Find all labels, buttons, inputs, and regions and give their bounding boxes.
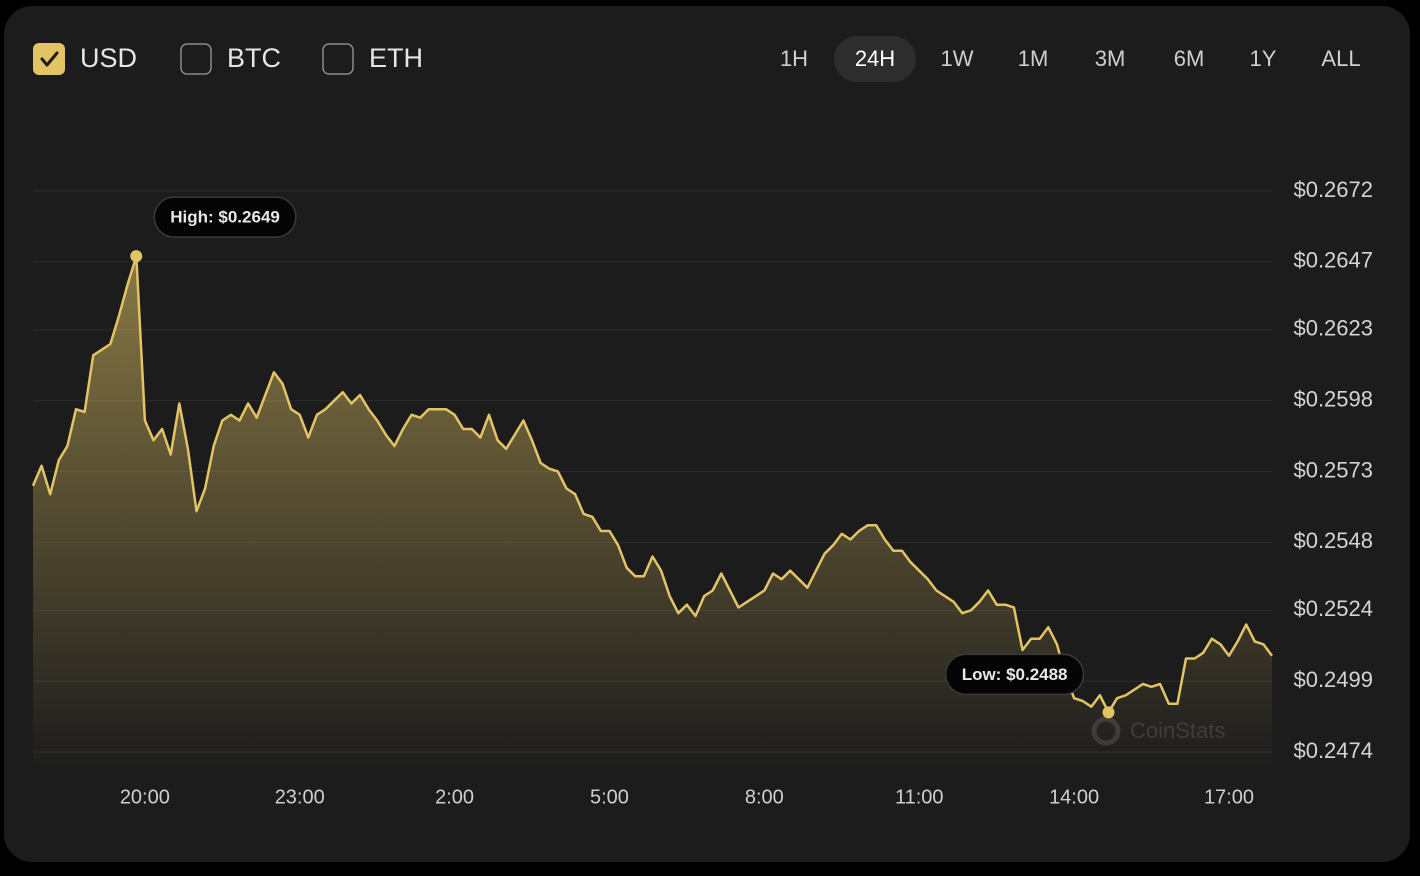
range-button[interactable]: 6M bbox=[1174, 46, 1205, 71]
range-label[interactable]: 1M bbox=[1018, 46, 1049, 71]
y-tick-label: $0.2524 bbox=[1293, 596, 1373, 621]
x-tick-label: 14:00 bbox=[1049, 786, 1099, 808]
range-button[interactable]: 1W bbox=[941, 46, 974, 71]
checkbox[interactable] bbox=[180, 43, 212, 75]
y-tick-label: $0.2548 bbox=[1293, 528, 1373, 553]
y-tick-label: $0.2573 bbox=[1293, 457, 1373, 482]
currency-label[interactable]: BTC bbox=[227, 43, 281, 73]
x-tick-label: 8:00 bbox=[745, 786, 784, 808]
annotation-pill bbox=[153, 196, 297, 238]
x-tick-label: 23:00 bbox=[275, 786, 325, 808]
x-tick-label: 20:00 bbox=[120, 786, 170, 808]
checkbox[interactable] bbox=[322, 43, 354, 75]
annotation: High: $0.2649 bbox=[153, 196, 297, 238]
selected-pill[interactable] bbox=[834, 36, 916, 82]
range-button[interactable]: 1M bbox=[1018, 46, 1049, 71]
currency-toggle[interactable]: USD bbox=[33, 43, 137, 75]
currency-label[interactable]: ETH bbox=[369, 43, 423, 73]
y-tick-label: $0.2474 bbox=[1293, 738, 1373, 763]
y-tick-label: $0.2499 bbox=[1293, 667, 1373, 692]
annotation-pill bbox=[944, 653, 1085, 696]
x-tick-label: 2:00 bbox=[435, 786, 474, 808]
range-button[interactable]: 1Y bbox=[1250, 46, 1277, 71]
annotation-label: Low: $0.2488 bbox=[962, 665, 1068, 684]
annotation-label: High: $0.2649 bbox=[170, 208, 280, 227]
y-tick-label: $0.2623 bbox=[1293, 316, 1373, 341]
range-button[interactable]: 3M bbox=[1095, 46, 1126, 71]
x-tick-label: 11:00 bbox=[895, 786, 944, 808]
y-tick-label: $0.2672 bbox=[1293, 177, 1373, 202]
y-tick-label: $0.2598 bbox=[1293, 386, 1373, 411]
range-button[interactable]: 1H bbox=[780, 46, 808, 71]
range-label[interactable]: 1Y bbox=[1250, 46, 1277, 71]
extreme-marker bbox=[130, 250, 143, 263]
checkbox[interactable] bbox=[33, 43, 65, 75]
range-label[interactable]: 1W bbox=[941, 46, 974, 71]
range-label[interactable]: 3M bbox=[1095, 46, 1126, 71]
range-button[interactable]: ALL bbox=[1321, 46, 1360, 71]
extreme-marker bbox=[1102, 706, 1115, 719]
x-tick-label: 17:00 bbox=[1204, 786, 1254, 808]
currency-toggle[interactable]: BTC bbox=[180, 43, 281, 75]
x-tick-label: 5:00 bbox=[590, 786, 629, 808]
range-label[interactable]: ALL bbox=[1321, 46, 1360, 71]
range-button[interactable]: 24H bbox=[834, 36, 916, 82]
price-area bbox=[33, 256, 1272, 772]
y-tick-label: $0.2647 bbox=[1293, 248, 1373, 273]
range-label[interactable]: 6M bbox=[1174, 46, 1205, 71]
currency-toggle[interactable]: ETH bbox=[322, 43, 423, 75]
currency-label[interactable]: USD bbox=[80, 43, 137, 73]
checkmark bbox=[40, 51, 59, 67]
range-label[interactable]: 24H bbox=[855, 46, 895, 71]
annotation: Low: $0.2488 bbox=[944, 653, 1085, 696]
range-label[interactable]: 1H bbox=[780, 46, 808, 71]
